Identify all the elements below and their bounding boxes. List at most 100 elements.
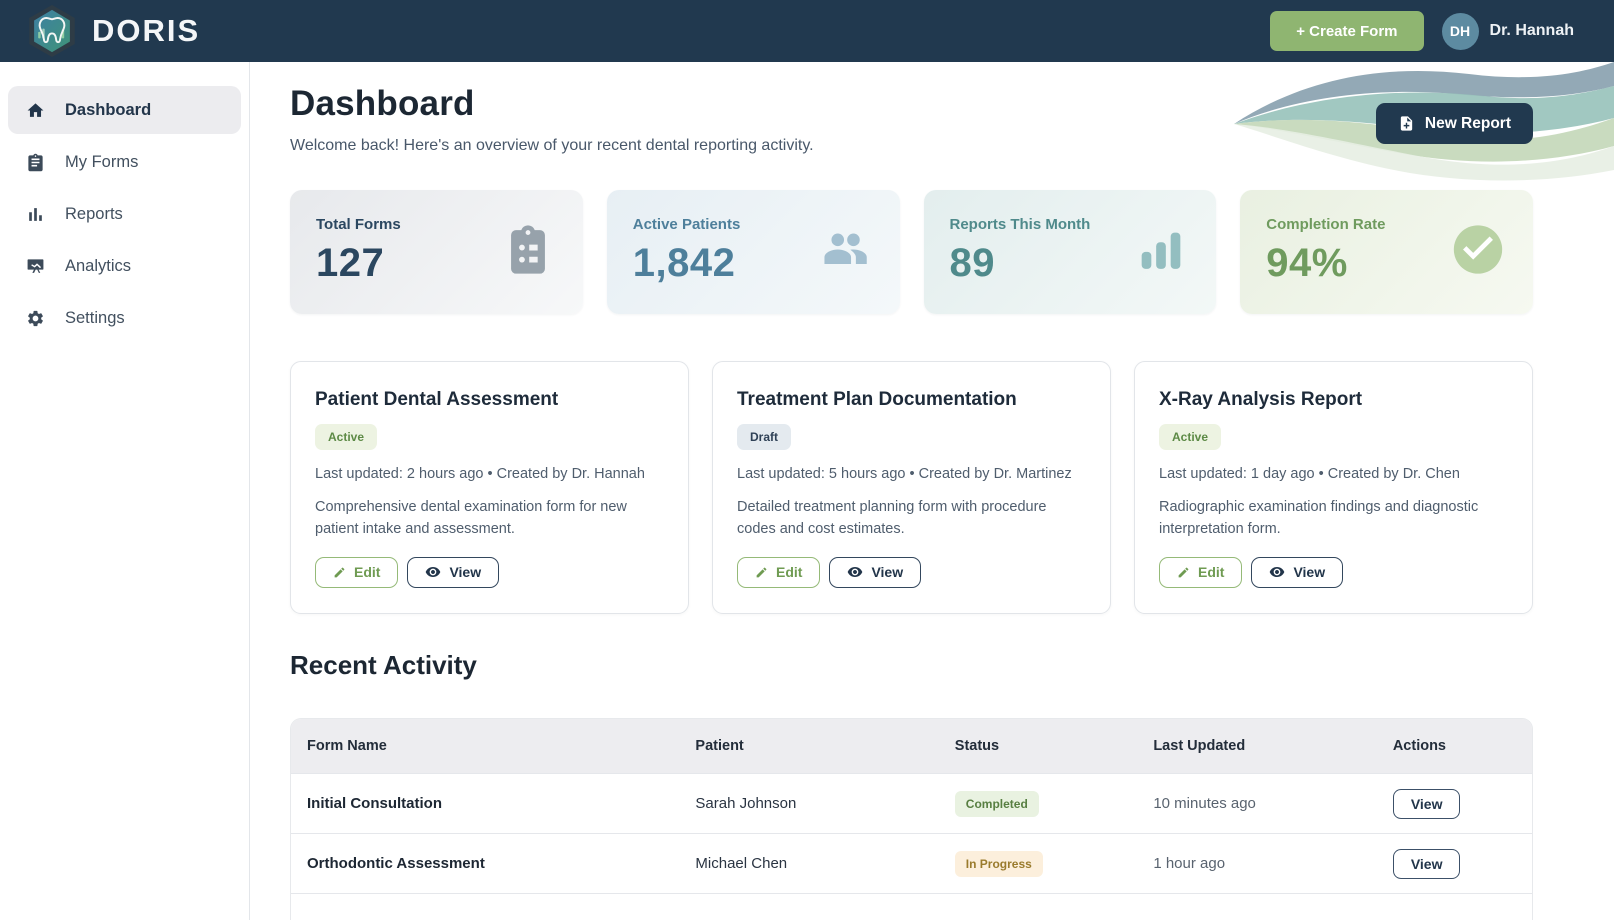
form-card-patient-dental-assessment: Patient Dental Assessment Active Last up… xyxy=(290,361,689,614)
column-header-status: Status xyxy=(954,738,1000,754)
view-button[interactable]: View xyxy=(1251,556,1344,588)
sidebar-item-my-forms[interactable]: My Forms xyxy=(8,138,241,186)
sidebar-item-label: Reports xyxy=(65,204,123,223)
row-patient: Michael Chen xyxy=(695,855,788,872)
pencil-icon xyxy=(756,567,767,578)
form-card-meta: Last updated: 5 hours ago • Created by D… xyxy=(737,466,1072,482)
form-card-xray-analysis: X-Ray Analysis Report Active Last update… xyxy=(1134,361,1533,614)
form-card-description: Comprehensive dental examination form fo… xyxy=(315,499,627,538)
form-cards: Patient Dental Assessment Active Last up… xyxy=(290,361,1533,614)
stat-card-completion-rate: Completion Rate 94% xyxy=(1240,190,1533,314)
view-label: View xyxy=(1293,564,1326,581)
stat-card-reports-month: Reports This Month 89 xyxy=(923,190,1217,314)
sidebar-item-analytics[interactable]: Analytics xyxy=(8,242,241,290)
form-card-description: Radiographic examination findings and di… xyxy=(1159,499,1479,538)
note-add-icon xyxy=(1400,116,1413,131)
status-badge: Completed xyxy=(954,790,1039,817)
sidebar-item-dashboard[interactable]: Dashboard xyxy=(8,86,241,134)
stat-label: Reports This Month xyxy=(949,216,1091,233)
row-last-updated: 1 hour ago xyxy=(1153,855,1226,872)
sidebar-item-label: Analytics xyxy=(65,256,132,275)
stat-label: Active Patients xyxy=(632,216,741,233)
avatar[interactable]: DH xyxy=(1441,12,1479,50)
form-card-description: Detailed treatment planning form with pr… xyxy=(737,499,1047,538)
sidebar-item-label: Dashboard xyxy=(65,100,152,119)
view-button[interactable]: View xyxy=(1392,848,1461,879)
column-header-actions: Actions xyxy=(1392,738,1446,754)
sidebar-item-label: Settings xyxy=(65,308,125,327)
form-card-meta: Last updated: 2 hours ago • Created by D… xyxy=(315,466,645,482)
eye-icon xyxy=(848,567,863,578)
status-badge: Active xyxy=(1159,424,1222,450)
page-title: Dashboard xyxy=(290,84,475,123)
clipboard-icon xyxy=(28,153,43,171)
check-circle-icon xyxy=(1449,221,1507,284)
new-report-label: New Report xyxy=(1424,114,1511,132)
edit-label: Edit xyxy=(1198,564,1225,581)
recent-activity-table: Form Name Patient Status Last Updated Ac… xyxy=(290,718,1533,920)
create-form-button[interactable]: + Create Form xyxy=(1270,11,1424,51)
status-badge: Active xyxy=(315,424,378,450)
edit-label: Edit xyxy=(354,564,381,581)
presentation-chart-icon xyxy=(27,258,44,273)
user-name: Dr. Hannah xyxy=(1489,22,1574,39)
edit-button[interactable]: Edit xyxy=(1159,556,1243,588)
stat-value: 127 xyxy=(316,241,385,285)
brand-name: DORIS xyxy=(92,13,201,48)
recent-activity-title: Recent Activity xyxy=(290,650,477,680)
stat-value: 1,842 xyxy=(632,241,736,285)
bar-chart-icon xyxy=(1132,221,1190,284)
bar-chart-icon xyxy=(29,207,42,221)
row-last-updated: 10 minutes ago xyxy=(1153,795,1256,812)
row-form-name: Initial Consultation xyxy=(307,795,442,812)
view-label: View xyxy=(871,564,904,581)
status-badge: Draft xyxy=(737,424,792,450)
stat-value: 89 xyxy=(949,241,995,285)
form-card-title: X-Ray Analysis Report xyxy=(1159,389,1363,410)
brand-logo: DORIS xyxy=(26,4,200,58)
table-header-row: Form Name Patient Status Last Updated Ac… xyxy=(291,719,1532,773)
sidebar-item-reports[interactable]: Reports xyxy=(8,190,241,238)
top-navbar: DORIS + Create Form DH Dr. Hannah xyxy=(0,0,1614,62)
column-header-form-name: Form Name xyxy=(307,738,387,754)
table-row-partial xyxy=(291,893,1532,920)
main-content: Dashboard Welcome back! Here's an overvi… xyxy=(250,62,1614,920)
table-row: Orthodontic Assessment Michael Chen In P… xyxy=(291,833,1532,893)
edit-button[interactable]: Edit xyxy=(737,556,821,588)
form-card-meta: Last updated: 1 day ago • Created by Dr.… xyxy=(1159,466,1460,482)
view-label: View xyxy=(449,564,482,581)
page-subtitle: Welcome back! Here's an overview of your… xyxy=(290,137,814,154)
view-button[interactable]: View xyxy=(407,556,500,588)
pencil-icon xyxy=(334,567,345,578)
home-icon xyxy=(27,102,44,117)
eye-icon xyxy=(1270,567,1285,578)
table-row: Initial Consultation Sarah Johnson Compl… xyxy=(291,773,1532,833)
column-header-patient: Patient xyxy=(695,738,744,754)
stat-label: Completion Rate xyxy=(1266,216,1386,233)
sidebar-item-label: My Forms xyxy=(65,152,139,171)
gear-icon xyxy=(28,310,43,326)
sidebar-item-settings[interactable]: Settings xyxy=(8,294,241,342)
stat-cards: Total Forms 127 Active Patients 1,842 Re… xyxy=(290,190,1533,314)
doris-tooth-logo-icon xyxy=(29,5,75,57)
column-header-last-updated: Last Updated xyxy=(1153,738,1246,754)
stat-value: 94% xyxy=(1266,241,1348,285)
row-form-name: Orthodontic Assessment xyxy=(307,855,485,872)
view-button[interactable]: View xyxy=(829,556,922,588)
user-menu[interactable]: DH Dr. Hannah xyxy=(1441,12,1574,50)
form-card-title: Treatment Plan Documentation xyxy=(737,389,1017,410)
row-patient: Sarah Johnson xyxy=(695,795,797,812)
view-button[interactable]: View xyxy=(1392,788,1461,819)
form-card-title: Patient Dental Assessment xyxy=(315,389,559,410)
stat-card-total-forms: Total Forms 127 xyxy=(290,190,583,314)
stat-card-active-patients: Active Patients 1,842 xyxy=(606,190,900,314)
status-badge: In Progress xyxy=(954,850,1043,877)
sidebar: Dashboard My Forms Reports Analytics Set… xyxy=(0,62,250,920)
form-card-treatment-plan: Treatment Plan Documentation Draft Last … xyxy=(712,361,1111,614)
edit-button[interactable]: Edit xyxy=(315,556,399,588)
clipboard-icon xyxy=(499,221,557,284)
patients-icon xyxy=(816,221,874,284)
edit-label: Edit xyxy=(776,564,803,581)
pencil-icon xyxy=(1178,567,1189,578)
new-report-button[interactable]: New Report xyxy=(1375,103,1533,144)
